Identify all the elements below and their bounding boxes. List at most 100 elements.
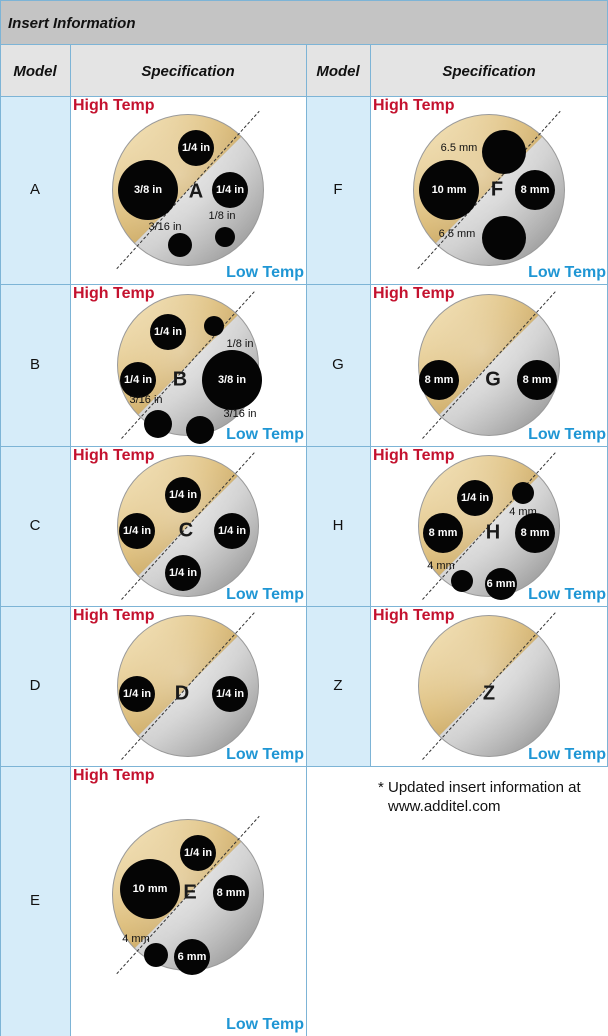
hole-label: 3/16 in: [129, 394, 162, 406]
hole: [150, 314, 186, 350]
insert-disc: 8 mm 8 mm G: [418, 291, 560, 439]
hole-label: 1/4 in: [216, 184, 244, 196]
divider: [121, 452, 255, 600]
divider: [116, 815, 260, 975]
model-cell: [306, 606, 370, 766]
hole: [204, 316, 224, 336]
divider: [422, 612, 556, 760]
hole: [120, 362, 156, 398]
hole: [212, 172, 248, 208]
hole-label: 8 mm: [521, 527, 550, 539]
hole: [186, 416, 214, 444]
hole: [165, 555, 201, 591]
insert-disc: 1/4 in4 mm8 mm 8 mm4 mm6 mmH: [418, 452, 560, 600]
model-name: E: [30, 892, 40, 909]
low-temp-label: Low Temp: [528, 426, 606, 443]
hole: [174, 939, 210, 975]
hole-label: 3/8 in: [218, 374, 246, 386]
hole: [419, 360, 459, 400]
low-temp-label: Low Temp: [226, 586, 304, 603]
hole-label: 4 mm: [427, 560, 455, 572]
hole: [451, 570, 473, 592]
insert-letter: D: [175, 682, 189, 704]
insert-disc: 1/4 in 3/8 in 1/4 in 3/16 in 1/8 in A: [112, 110, 264, 270]
disc-shine: [118, 616, 258, 756]
model-name: F: [333, 181, 342, 198]
insert-disc: Z: [418, 612, 560, 760]
hole: [165, 477, 201, 513]
model-name: H: [333, 517, 344, 534]
hole: [180, 835, 216, 871]
hole-label: 8 mm: [429, 527, 458, 539]
divider: [422, 452, 556, 600]
hole-label: 1/8 in: [209, 210, 236, 222]
model-cell: [0, 606, 70, 766]
model-name: C: [30, 517, 41, 534]
high-temp-label: High Temp: [73, 285, 155, 302]
hole-label: 3/16 in: [223, 408, 256, 420]
hole: [485, 568, 517, 600]
hole: [515, 513, 555, 553]
hole: [119, 676, 155, 712]
low-temp-label: Low Temp: [528, 746, 606, 763]
hole-label: 10 mm: [133, 883, 168, 895]
model-name: A: [30, 181, 40, 198]
hole-label: 1/4 in: [123, 525, 151, 537]
hole: [512, 482, 534, 504]
hole-label: 8 mm: [425, 374, 454, 386]
insert-letter: A: [189, 180, 203, 202]
model-name: Z: [333, 677, 342, 694]
insert-disc: 1/4 in 10 mm 8 mm 4 mm 6 mm E: [112, 815, 264, 975]
hole: [419, 160, 479, 220]
low-temp-label: Low Temp: [528, 586, 606, 603]
hole-label: 6 mm: [487, 578, 516, 590]
hole-label: 1/4 in: [216, 688, 244, 700]
insert-letter: E: [183, 881, 196, 903]
high-temp-label: High Temp: [73, 767, 155, 784]
disc-shine: [419, 616, 559, 756]
model-cell: [0, 284, 70, 446]
high-temp-label: High Temp: [73, 607, 155, 624]
high-temp-label: High Temp: [373, 97, 455, 114]
insert-disc: 1/4 in 1/4 in 1/4 in 1/4 in C: [117, 452, 259, 600]
insert-letter: B: [173, 368, 187, 390]
model-cell: [0, 446, 70, 606]
hole-label: 1/4 in: [169, 567, 197, 579]
model-name: G: [332, 356, 344, 373]
hole: [120, 859, 180, 919]
hole-label: 1/8 in: [227, 338, 254, 350]
divider: [121, 612, 255, 760]
insert-letter: G: [485, 368, 501, 390]
divider: [121, 291, 255, 439]
hole: [144, 410, 172, 438]
hole-label: 1/4 in: [182, 142, 210, 154]
column-header-row: [0, 44, 608, 96]
column-header: Model: [316, 63, 360, 80]
divider: [422, 291, 556, 439]
hole-label: 4 mm: [122, 933, 150, 945]
high-temp-label: High Temp: [373, 447, 455, 464]
hole: [144, 943, 168, 967]
hole-label: 3/16 in: [148, 221, 181, 233]
divider: [417, 110, 561, 270]
model-cell: [306, 284, 370, 446]
divider: [116, 110, 260, 270]
hole: [515, 170, 555, 210]
insert-disc: 1/4 in 1/8 in 1/4 in 3/8 in 3/16 in 3/16 in B: [117, 291, 262, 444]
high-temp-label: High Temp: [373, 285, 455, 302]
hole: [118, 160, 178, 220]
low-temp-label: Low Temp: [528, 264, 606, 281]
high-temp-label: High Temp: [373, 607, 455, 624]
hole: [119, 513, 155, 549]
cells: Model Specification Model SpecificationA1/4…: [0, 63, 606, 1036]
hole: [423, 513, 463, 553]
disc-shine: [118, 456, 258, 596]
model-cell: [306, 96, 370, 284]
hole-label: 8 mm: [523, 374, 552, 386]
hole: [482, 130, 526, 174]
column-header: Model: [13, 63, 57, 80]
hole-label: 1/4 in: [461, 492, 489, 504]
table-title: Insert Information: [8, 15, 136, 32]
low-temp-label: Low Temp: [226, 264, 304, 281]
